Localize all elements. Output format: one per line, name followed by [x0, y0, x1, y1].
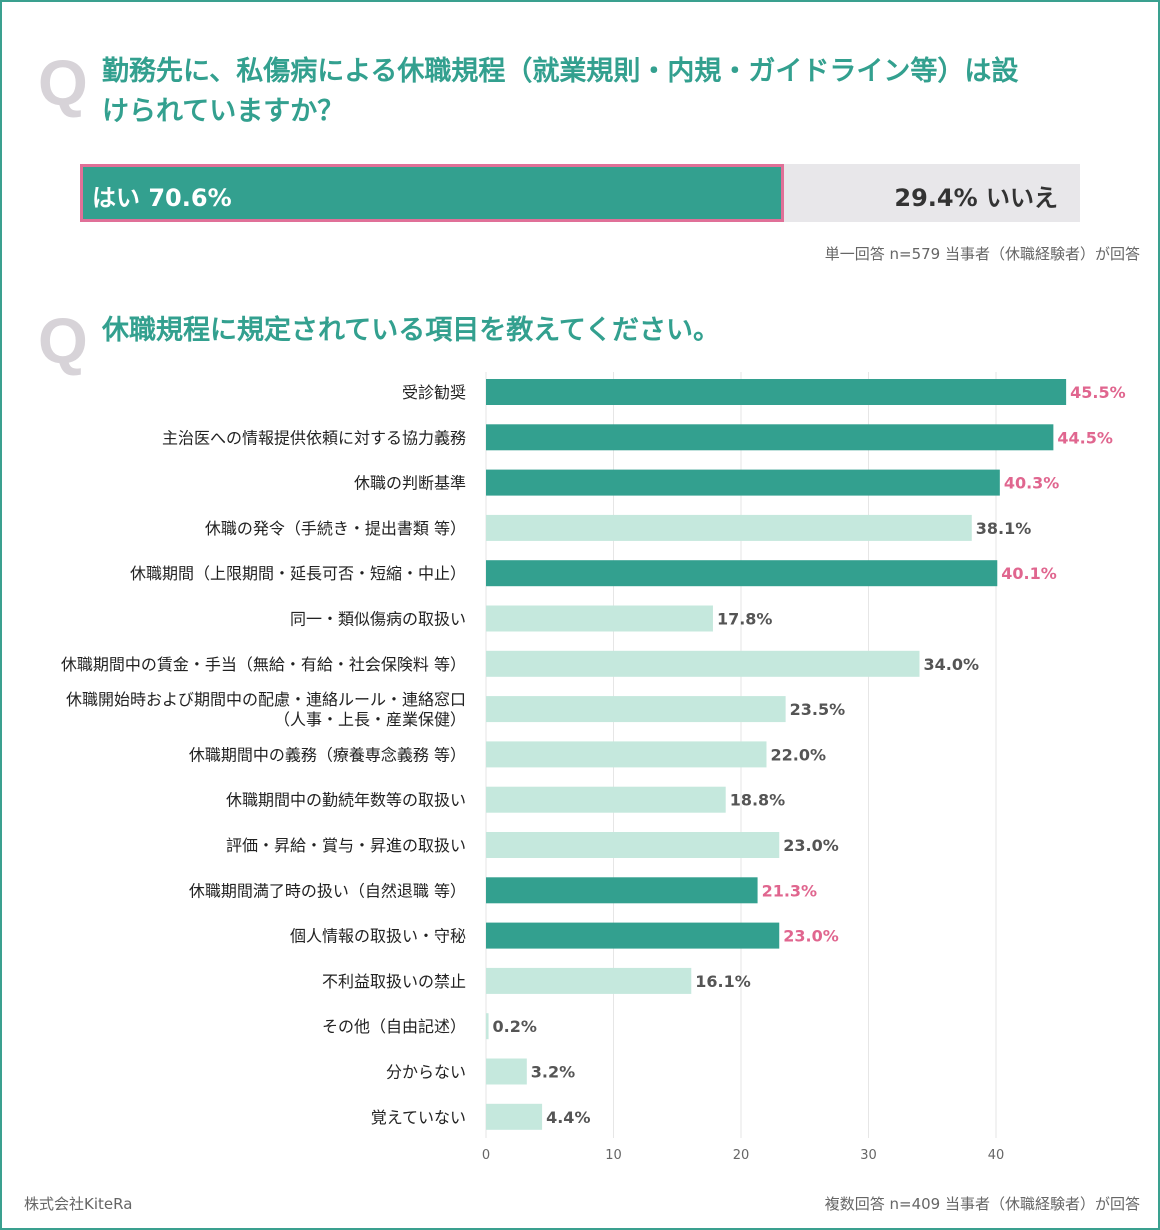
category-label: 分からない	[386, 1063, 466, 1082]
data-label: 16.1%	[695, 972, 751, 991]
no-label: 29.4% いいえ	[894, 184, 1058, 212]
data-label: 45.5%	[1070, 383, 1126, 402]
category-label: 休職期間中の義務（療養専念義務 等）	[189, 745, 466, 764]
data-label: 18.8%	[730, 791, 786, 810]
bar	[486, 650, 920, 677]
credit: 株式会社KiteRa	[24, 1195, 133, 1213]
bar	[486, 786, 726, 813]
bar	[486, 696, 786, 723]
x-tick-label: 40	[988, 1148, 1005, 1163]
data-label: 23.5%	[790, 700, 846, 719]
category-label: 主治医への情報提供依頼に対する協力義務	[162, 428, 466, 447]
data-label: 40.3%	[1004, 474, 1060, 493]
yes-label: はい 70.6%	[92, 184, 232, 212]
category-label: 個人情報の取扱い・守秘	[290, 927, 466, 946]
data-label: 44.5%	[1057, 428, 1113, 447]
bar	[486, 1013, 489, 1040]
category-label: 休職の判断基準	[354, 474, 466, 493]
bar	[486, 1103, 543, 1130]
bar	[486, 605, 713, 632]
x-tick-label: 0	[482, 1148, 490, 1163]
bar	[486, 922, 780, 949]
category-label: 不利益取扱いの禁止	[322, 972, 466, 991]
x-tick-label: 30	[860, 1148, 877, 1163]
category-label: 覚えていない	[371, 1108, 466, 1127]
category-label: 評価・昇給・賞与・昇進の取扱い	[226, 836, 466, 855]
data-label: 21.3%	[762, 881, 818, 900]
category-label: その他（自由記述）	[322, 1017, 466, 1036]
data-label: 17.8%	[717, 610, 773, 629]
category-label: （人事・上長・産業保健）	[274, 710, 466, 729]
q2-title: 休職規程に規定されている項目を教えてください。	[102, 315, 721, 346]
category-label: 受診勧奨	[402, 383, 466, 402]
category-label: 休職開始時および期間中の配慮・連絡ルール・連絡窓口	[66, 690, 466, 709]
bar	[486, 1058, 527, 1085]
category-label: 休職期間（上限期間・延長可否・短縮・中止）	[130, 564, 466, 583]
data-label: 34.0%	[924, 655, 980, 674]
category-label: 休職の発令（手続き・提出書類 等）	[205, 519, 466, 538]
category-label: 休職期間中の勤続年数等の取扱い	[226, 791, 466, 810]
data-label: 22.0%	[771, 745, 827, 764]
category-label: 同一・類似傷病の取扱い	[290, 610, 466, 629]
q1-note: 単一回答 n=579 当事者（休職経験者）が回答	[824, 245, 1140, 263]
category-label: 休職期間満了時の扱い（自然退職 等）	[189, 881, 466, 900]
bar	[486, 832, 780, 858]
data-label: 38.1%	[976, 519, 1032, 538]
x-tick-label: 10	[605, 1148, 622, 1163]
data-label: 40.1%	[1001, 564, 1057, 583]
data-label: 23.0%	[783, 836, 839, 855]
bar	[486, 877, 758, 904]
bar	[486, 741, 767, 768]
bar	[486, 967, 692, 994]
data-label: 4.4%	[546, 1108, 590, 1127]
bar	[486, 469, 1000, 496]
bar	[486, 379, 1067, 405]
data-label: 0.2%	[493, 1017, 537, 1036]
q2-mark: Q	[38, 305, 88, 377]
q1-title: 勤務先に、私傷病による休職規程（就業規則・内規・ガイドライン等）は設 けられてい…	[102, 52, 1018, 132]
q1-mark: Q	[38, 47, 88, 119]
q2-note: 複数回答 n=409 当事者（休職経験者）が回答	[824, 1195, 1140, 1213]
q1-title-line2: けられていますか？	[102, 96, 345, 127]
bar	[486, 514, 972, 541]
x-tick-label: 20	[733, 1148, 750, 1163]
bar	[486, 560, 998, 587]
data-label: 23.0%	[783, 927, 839, 946]
no-bar	[784, 164, 1080, 222]
bar	[486, 424, 1054, 451]
q1-title-line1: 勤務先に、私傷病による休職規程（就業規則・内規・ガイドライン等）は設	[102, 56, 1019, 87]
category-label: 休職期間中の賃金・手当（無給・有給・社会保険料 等）	[61, 655, 466, 674]
data-label: 3.2%	[531, 1063, 575, 1082]
yes-bar	[80, 164, 784, 222]
